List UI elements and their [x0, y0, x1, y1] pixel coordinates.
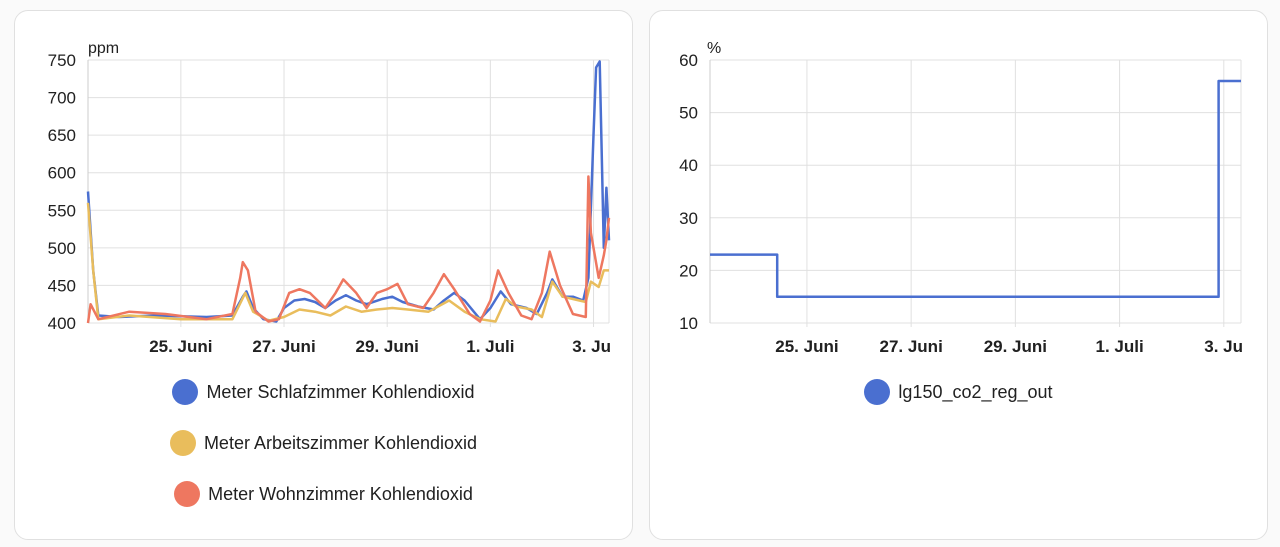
reg-out-line-chart: 10 20 30 40 50 60 25. Juni 27. Juni 29. Juni 1. J… — [679, 40, 1243, 356]
reg-out-legend: lg150_co2_reg_out — [650, 379, 1267, 430]
y-axis-unit: ppm — [88, 40, 119, 57]
x-tick-label: 29. Juni — [984, 337, 1047, 356]
y-tick-label: 40 — [679, 156, 698, 175]
series-line — [86, 175, 611, 324]
y-tick-label: 650 — [48, 126, 76, 145]
y-tick-label: 500 — [48, 239, 76, 258]
x-tick-label: 25. Juni — [775, 337, 838, 356]
y-axis-unit: % — [707, 40, 721, 57]
x-tick-label: 1. Juli — [1095, 337, 1143, 356]
legend-item[interactable]: Meter Arbeitszimmer Kohlendioxid — [169, 430, 478, 456]
y-tick-label: 550 — [48, 201, 76, 220]
x-tick-label: 29. Juni — [356, 337, 419, 356]
series-line — [710, 79, 1241, 298]
series-line — [86, 60, 611, 323]
y-tick-label: 20 — [679, 261, 698, 280]
legend-color-dot-icon — [172, 379, 199, 405]
y-tick-label: 400 — [48, 314, 76, 333]
co2-legend: Meter Schlafzimmer Kohlendioxid Meter Arb… — [15, 379, 632, 532]
legend-label: lg150_co2_reg_out — [898, 381, 1053, 402]
co2-line-chart: 400 450 500 550 600 650 700 750 25. Juni 27. Juni… — [48, 40, 611, 356]
y-tick-label: 750 — [48, 51, 76, 70]
y-tick-label: 50 — [679, 104, 698, 123]
y-tick-label: 700 — [48, 89, 76, 108]
legend-color-dot-icon — [864, 379, 891, 405]
legend-label: Meter Wohnzimmer Kohlendioxid — [208, 483, 473, 504]
x-tick-label: 27. Juni — [879, 337, 942, 356]
x-tick-label: 3. Ju — [1204, 337, 1243, 356]
legend-item[interactable]: lg150_co2_reg_out — [864, 379, 1053, 405]
y-tick-label: 60 — [679, 51, 698, 70]
legend-item[interactable]: Meter Wohnzimmer Kohlendioxid — [174, 481, 473, 507]
y-tick-label: 600 — [48, 164, 76, 183]
legend-color-dot-icon — [169, 430, 196, 456]
y-tick-label: 450 — [48, 276, 76, 295]
legend-label: Meter Arbeitszimmer Kohlendioxid — [203, 432, 478, 453]
x-tick-label: 25. Juni — [149, 337, 212, 356]
legend-label: Meter Schlafzimmer Kohlendioxid — [206, 381, 475, 402]
series-line — [86, 202, 609, 323]
legend-color-dot-icon — [174, 481, 201, 507]
legend-item[interactable]: Meter Schlafzimmer Kohlendioxid — [172, 379, 475, 405]
y-tick-label: 30 — [679, 209, 698, 228]
x-tick-label: 1. Juli — [466, 337, 514, 356]
x-tick-label: 3. Ju — [572, 337, 611, 356]
reg-out-chart-card: 10 20 30 40 50 60 25. Juni 27. Juni 29. Juni 1. J… — [649, 10, 1268, 540]
x-tick-label: 27. Juni — [252, 337, 315, 356]
co2-chart-card: 400 450 500 550 600 650 700 750 25. Juni 27. Juni… — [14, 10, 633, 540]
y-tick-label: 10 — [679, 314, 698, 333]
